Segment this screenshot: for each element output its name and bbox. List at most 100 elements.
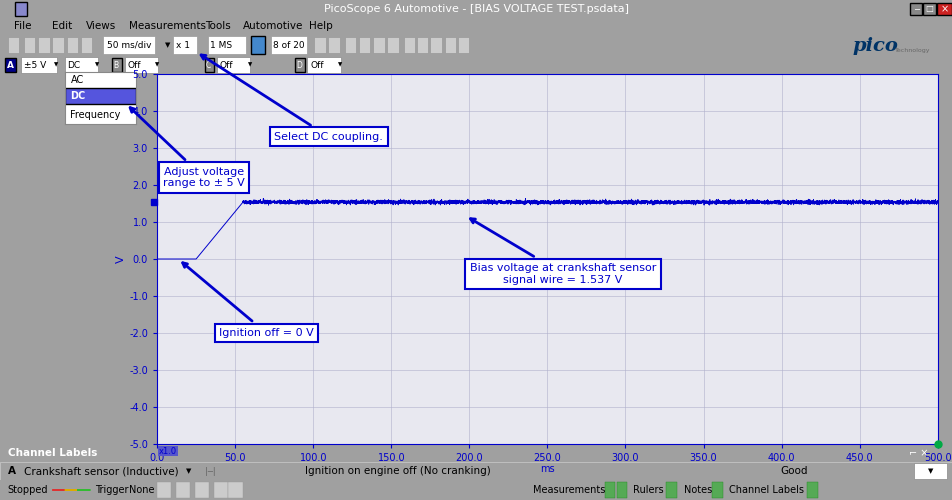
FancyBboxPatch shape <box>417 38 428 52</box>
Text: ▼: ▼ <box>155 62 159 68</box>
FancyBboxPatch shape <box>923 2 936 16</box>
Text: Rulers: Rulers <box>633 485 664 495</box>
Text: A: A <box>8 466 15 476</box>
Text: 1: 1 <box>398 82 405 92</box>
Text: ▼: ▼ <box>186 468 191 474</box>
FancyBboxPatch shape <box>914 463 947 479</box>
FancyBboxPatch shape <box>157 482 171 498</box>
Text: ▼: ▼ <box>95 62 99 68</box>
Text: Views: Views <box>86 21 116 31</box>
Text: ▼: ▼ <box>248 62 251 68</box>
Text: Off: Off <box>220 60 233 70</box>
Text: ⌐ ×: ⌐ × <box>908 448 931 458</box>
Text: Tools: Tools <box>205 21 230 31</box>
FancyBboxPatch shape <box>387 38 399 52</box>
FancyBboxPatch shape <box>5 58 16 72</box>
Text: Notes: Notes <box>684 485 712 495</box>
Text: 1.537 V: 1.537 V <box>410 99 446 108</box>
FancyBboxPatch shape <box>15 2 27 16</box>
Text: Stopped: Stopped <box>8 485 49 495</box>
FancyBboxPatch shape <box>307 57 341 73</box>
Text: ▼: ▼ <box>338 62 342 68</box>
FancyBboxPatch shape <box>937 2 952 16</box>
FancyBboxPatch shape <box>295 58 305 72</box>
Text: 50 ms/div: 50 ms/div <box>107 40 151 50</box>
Text: Technology: Technology <box>895 48 930 52</box>
FancyBboxPatch shape <box>388 98 405 109</box>
Text: Select DC coupling.: Select DC coupling. <box>201 55 384 142</box>
Text: 8 of 20: 8 of 20 <box>273 40 305 50</box>
Text: ──,──: ──,── <box>451 99 476 108</box>
FancyBboxPatch shape <box>228 482 243 498</box>
Text: Measurements: Measurements <box>129 21 206 31</box>
Text: Ignition on engine off (No cranking): Ignition on engine off (No cranking) <box>305 466 490 476</box>
Text: x1.0: x1.0 <box>159 446 177 456</box>
Text: |─|: |─| <box>205 466 215 475</box>
Text: ×: × <box>941 4 948 14</box>
FancyBboxPatch shape <box>807 482 818 498</box>
FancyBboxPatch shape <box>271 36 307 54</box>
Text: ±5 V: ±5 V <box>24 60 46 70</box>
Text: C: C <box>206 60 211 70</box>
Text: □: □ <box>925 4 934 14</box>
FancyBboxPatch shape <box>176 482 190 498</box>
Text: pico: pico <box>852 37 898 55</box>
FancyBboxPatch shape <box>112 58 122 72</box>
Text: Crankshaft sensor (Inductive): Crankshaft sensor (Inductive) <box>24 466 178 476</box>
FancyBboxPatch shape <box>430 38 442 52</box>
FancyBboxPatch shape <box>24 38 35 52</box>
Text: x 1: x 1 <box>176 40 190 50</box>
FancyBboxPatch shape <box>328 38 340 52</box>
FancyBboxPatch shape <box>125 57 158 73</box>
Text: ─: ─ <box>914 4 919 14</box>
Text: D: D <box>296 60 302 70</box>
Text: B: B <box>113 60 118 70</box>
FancyBboxPatch shape <box>251 36 265 54</box>
FancyBboxPatch shape <box>345 38 356 52</box>
Text: ×: × <box>527 80 536 90</box>
Text: Edit: Edit <box>52 21 72 31</box>
FancyBboxPatch shape <box>195 482 209 498</box>
Text: Trigger: Trigger <box>95 485 129 495</box>
Text: Channel Labels: Channel Labels <box>729 485 804 495</box>
Text: AC: AC <box>70 76 84 86</box>
FancyBboxPatch shape <box>910 2 922 16</box>
Text: Off: Off <box>128 60 141 70</box>
Text: Automotive: Automotive <box>243 21 303 31</box>
Text: PicoScope 6 Automotive - [BIAS VOLTAGE TEST.psdata]: PicoScope 6 Automotive - [BIAS VOLTAGE T… <box>324 4 628 14</box>
FancyBboxPatch shape <box>373 38 385 52</box>
Text: DC: DC <box>70 91 86 101</box>
FancyBboxPatch shape <box>458 38 469 52</box>
Text: None: None <box>129 485 154 495</box>
FancyBboxPatch shape <box>214 482 228 498</box>
Text: File: File <box>14 21 31 31</box>
FancyBboxPatch shape <box>314 38 326 52</box>
Text: Good: Good <box>781 466 808 476</box>
Text: 2: 2 <box>444 82 450 92</box>
FancyBboxPatch shape <box>38 38 50 52</box>
FancyBboxPatch shape <box>173 36 197 54</box>
Text: ──,──: ──,── <box>487 99 512 108</box>
Text: Off: Off <box>310 60 324 70</box>
FancyBboxPatch shape <box>712 482 723 498</box>
FancyBboxPatch shape <box>52 38 64 52</box>
Text: Δ: Δ <box>480 82 486 92</box>
Text: ▼: ▼ <box>54 62 58 68</box>
X-axis label: ms: ms <box>540 464 555 474</box>
Text: A: A <box>7 60 13 70</box>
FancyBboxPatch shape <box>359 38 370 52</box>
Text: 1 MS: 1 MS <box>210 40 232 50</box>
FancyBboxPatch shape <box>103 36 155 54</box>
FancyBboxPatch shape <box>404 38 415 52</box>
Text: Frequency: Frequency <box>70 110 121 120</box>
FancyBboxPatch shape <box>8 38 19 52</box>
Text: Help: Help <box>309 21 333 31</box>
FancyBboxPatch shape <box>666 482 677 498</box>
Text: Channel Labels: Channel Labels <box>8 448 97 458</box>
Text: Ignition off = 0 V: Ignition off = 0 V <box>183 263 314 338</box>
FancyBboxPatch shape <box>605 482 615 498</box>
FancyBboxPatch shape <box>445 38 456 52</box>
Text: ▼: ▼ <box>928 468 934 474</box>
FancyBboxPatch shape <box>65 88 136 104</box>
FancyBboxPatch shape <box>67 38 78 52</box>
